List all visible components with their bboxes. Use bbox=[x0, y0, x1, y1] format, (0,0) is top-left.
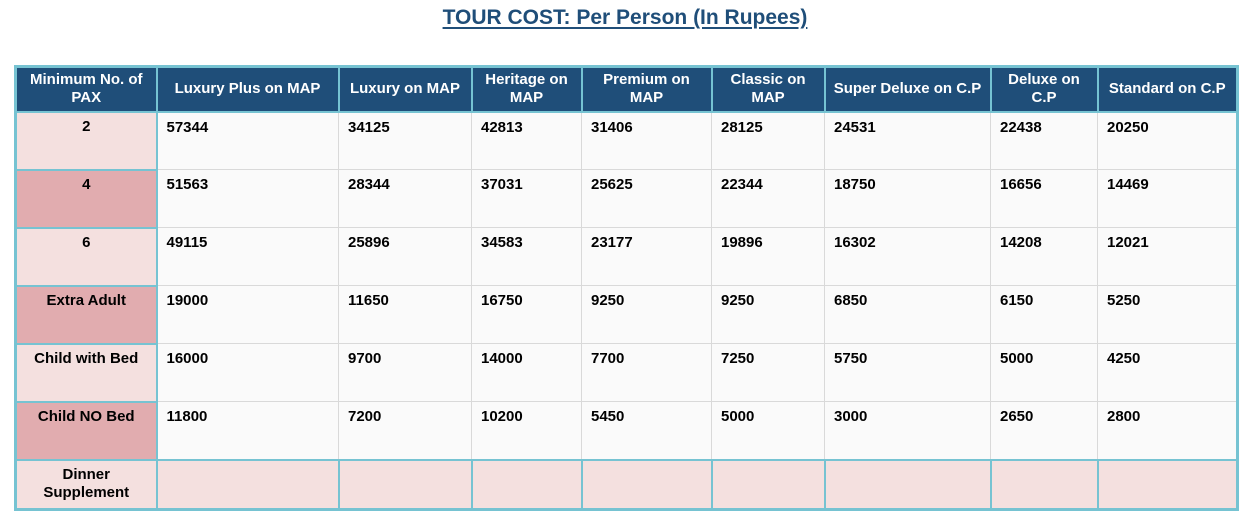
cost-cell: 11800 bbox=[156, 401, 339, 460]
table-row-dinner-supplement: Dinner Supplement bbox=[14, 458, 1239, 511]
tour-cost-table: Minimum No. of PAX Luxury Plus on MAP Lu… bbox=[14, 65, 1239, 511]
cost-cell: 11650 bbox=[338, 285, 472, 344]
header-cell-deluxe: Deluxe on C.P bbox=[989, 65, 1099, 113]
header-cell-premium: Premium on MAP bbox=[580, 65, 713, 113]
cost-cell: 5000 bbox=[711, 401, 825, 460]
row-label: Extra Adult bbox=[14, 284, 158, 345]
cost-cell-empty bbox=[1096, 458, 1239, 511]
page: TOUR COST: Per Person (In Rupees) Minimu… bbox=[0, 6, 1250, 511]
cost-cell: 24531 bbox=[824, 111, 991, 170]
header-cell-pax: Minimum No. of PAX bbox=[14, 65, 158, 113]
row-label: Child NO Bed bbox=[14, 400, 158, 461]
cost-cell-empty bbox=[580, 458, 713, 511]
cost-cell: 37031 bbox=[471, 169, 582, 228]
cost-cell-empty bbox=[470, 458, 583, 511]
cost-cell: 4250 bbox=[1097, 343, 1238, 402]
header-cell-heritage: Heritage on MAP bbox=[470, 65, 583, 113]
cost-cell-empty bbox=[155, 458, 340, 511]
cost-cell: 16000 bbox=[156, 343, 339, 402]
cost-cell: 5750 bbox=[824, 343, 991, 402]
cost-cell: 12021 bbox=[1097, 227, 1238, 286]
cost-cell-empty bbox=[710, 458, 826, 511]
row-label: 4 bbox=[14, 168, 158, 229]
cost-cell: 2650 bbox=[990, 401, 1098, 460]
table-row-pax-6: 6 49115 25896 34583 23177 19896 16302 14… bbox=[14, 226, 1238, 287]
cost-cell: 9250 bbox=[581, 285, 712, 344]
cost-cell: 16750 bbox=[471, 285, 582, 344]
cost-cell: 7700 bbox=[581, 343, 712, 402]
cost-cell: 22344 bbox=[711, 169, 825, 228]
cost-cell: 18750 bbox=[824, 169, 991, 228]
cost-cell: 5250 bbox=[1097, 285, 1238, 344]
cost-cell: 6150 bbox=[990, 285, 1098, 344]
cost-cell-empty bbox=[989, 458, 1099, 511]
cost-cell: 7250 bbox=[711, 343, 825, 402]
cost-cell: 6850 bbox=[824, 285, 991, 344]
cost-cell: 5000 bbox=[990, 343, 1098, 402]
cost-cell: 31406 bbox=[581, 111, 712, 170]
table-row-pax-2: 2 57344 34125 42813 31406 28125 24531 22… bbox=[14, 110, 1238, 171]
cost-cell: 14469 bbox=[1097, 169, 1238, 228]
cost-cell: 51563 bbox=[156, 169, 339, 228]
cost-cell: 10200 bbox=[471, 401, 582, 460]
cost-cell: 2800 bbox=[1097, 401, 1238, 460]
header-cell-standard: Standard on C.P bbox=[1096, 65, 1239, 113]
cost-cell: 28125 bbox=[711, 111, 825, 170]
cost-cell: 14208 bbox=[990, 227, 1098, 286]
cost-cell: 9250 bbox=[711, 285, 825, 344]
row-label: Child with Bed bbox=[14, 342, 158, 403]
cost-cell: 25896 bbox=[338, 227, 472, 286]
header-cell-luxury: Luxury on MAP bbox=[337, 65, 473, 113]
cost-cell: 9700 bbox=[338, 343, 472, 402]
cost-cell: 28344 bbox=[338, 169, 472, 228]
cost-cell-empty bbox=[337, 458, 473, 511]
cost-cell: 22438 bbox=[990, 111, 1098, 170]
header-cell-classic: Classic on MAP bbox=[710, 65, 826, 113]
table-row-pax-4: 4 51563 28344 37031 25625 22344 18750 16… bbox=[14, 168, 1238, 229]
cost-cell: 14000 bbox=[471, 343, 582, 402]
cost-cell: 34125 bbox=[338, 111, 472, 170]
page-title: TOUR COST: Per Person (In Rupees) bbox=[442, 6, 808, 29]
header-row: Minimum No. of PAX Luxury Plus on MAP Lu… bbox=[14, 65, 1239, 113]
cost-cell-empty bbox=[823, 458, 992, 511]
table-row-child-with-bed: Child with Bed 16000 9700 14000 7700 725… bbox=[14, 342, 1238, 403]
row-label: 6 bbox=[14, 226, 158, 287]
cost-cell: 34583 bbox=[471, 227, 582, 286]
cost-cell: 25625 bbox=[581, 169, 712, 228]
cost-cell: 49115 bbox=[156, 227, 339, 286]
cost-cell: 23177 bbox=[581, 227, 712, 286]
header-cell-luxury-plus: Luxury Plus on MAP bbox=[155, 65, 340, 113]
cost-cell: 3000 bbox=[824, 401, 991, 460]
table-row-extra-adult: Extra Adult 19000 11650 16750 9250 9250 … bbox=[14, 284, 1238, 345]
cost-cell: 16302 bbox=[824, 227, 991, 286]
table-row-child-no-bed: Child NO Bed 11800 7200 10200 5450 5000 … bbox=[14, 400, 1238, 461]
cost-cell: 42813 bbox=[471, 111, 582, 170]
cost-cell: 20250 bbox=[1097, 111, 1238, 170]
cost-cell: 57344 bbox=[156, 111, 339, 170]
row-label: Dinner Supplement bbox=[14, 458, 158, 511]
cost-cell: 7200 bbox=[338, 401, 472, 460]
cost-cell: 19896 bbox=[711, 227, 825, 286]
header-cell-super-deluxe: Super Deluxe on C.P bbox=[823, 65, 992, 113]
row-label: 2 bbox=[14, 110, 158, 171]
cost-cell: 5450 bbox=[581, 401, 712, 460]
cost-cell: 16656 bbox=[990, 169, 1098, 228]
cost-cell: 19000 bbox=[156, 285, 339, 344]
